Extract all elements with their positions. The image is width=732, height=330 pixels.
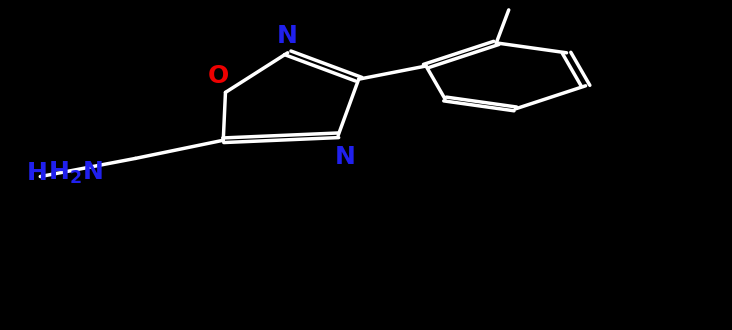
Text: H: H xyxy=(26,161,48,185)
Text: O: O xyxy=(207,64,229,88)
Text: $\mathregular{H_2N}$: $\mathregular{H_2N}$ xyxy=(48,160,102,186)
Text: N: N xyxy=(335,145,356,169)
Text: N: N xyxy=(277,24,298,48)
